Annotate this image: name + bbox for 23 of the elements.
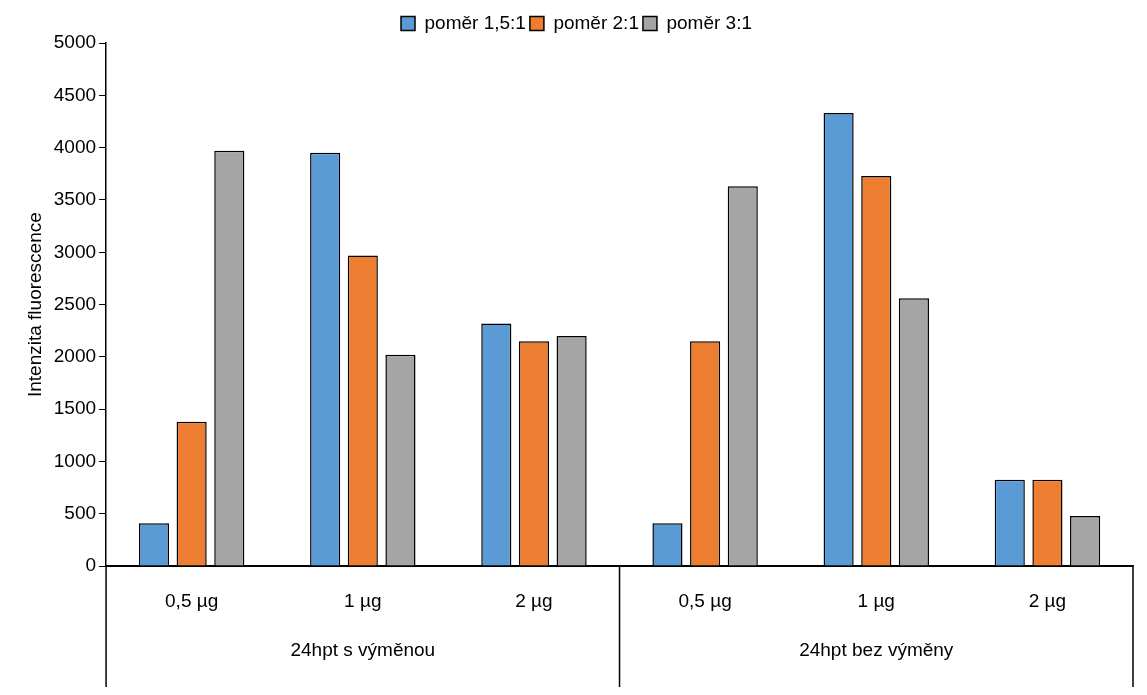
legend-label: poměr 2:1 bbox=[553, 11, 639, 33]
y-tick-label: 2000 bbox=[53, 345, 97, 367]
y-tick-label: 0 bbox=[85, 554, 97, 576]
legend-label: poměr 1,5:1 bbox=[424, 11, 526, 33]
y-tick-label: 4500 bbox=[53, 83, 97, 105]
y-tick-label: 5000 bbox=[53, 31, 97, 53]
x-tick-label: 0,5 µg bbox=[678, 589, 732, 611]
y-tick-label: 3500 bbox=[53, 188, 97, 210]
x-tick-label: 2 µg bbox=[515, 589, 553, 611]
legend-label: poměr 3:1 bbox=[666, 11, 752, 33]
x-tick-label: 1 µg bbox=[857, 589, 895, 611]
y-axis-title: Intenzita fluorescence bbox=[23, 212, 45, 398]
y-tick-label: 1500 bbox=[53, 397, 97, 419]
y-tick-label: 2500 bbox=[53, 292, 97, 314]
text: 24hpt bez výměny bbox=[799, 639, 954, 661]
x-tick-label: 1 µg bbox=[344, 589, 382, 611]
x-tick-label: 2 µg bbox=[1028, 589, 1067, 611]
y-tick-label: 1000 bbox=[53, 449, 97, 471]
x-tick-label: 0,5 µg bbox=[165, 589, 219, 611]
y-tick-label: 500 bbox=[64, 502, 97, 524]
y-tick-label: 4000 bbox=[53, 135, 97, 157]
text: 24hpt s výměnou bbox=[290, 639, 436, 661]
y-tick-label: 3000 bbox=[53, 240, 97, 262]
